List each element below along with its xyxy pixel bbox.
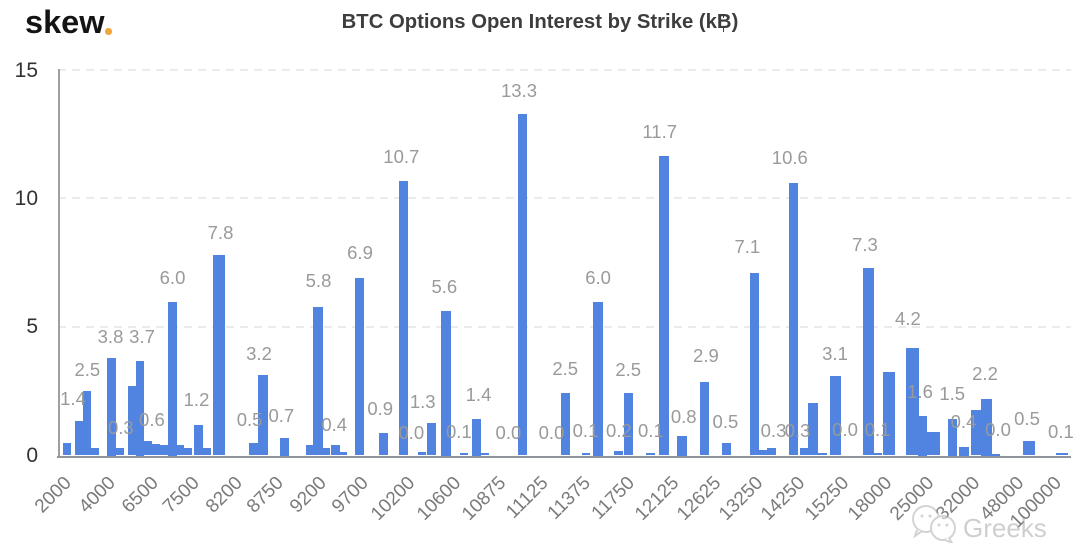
svg-text:Greeks: Greeks — [963, 513, 1047, 543]
